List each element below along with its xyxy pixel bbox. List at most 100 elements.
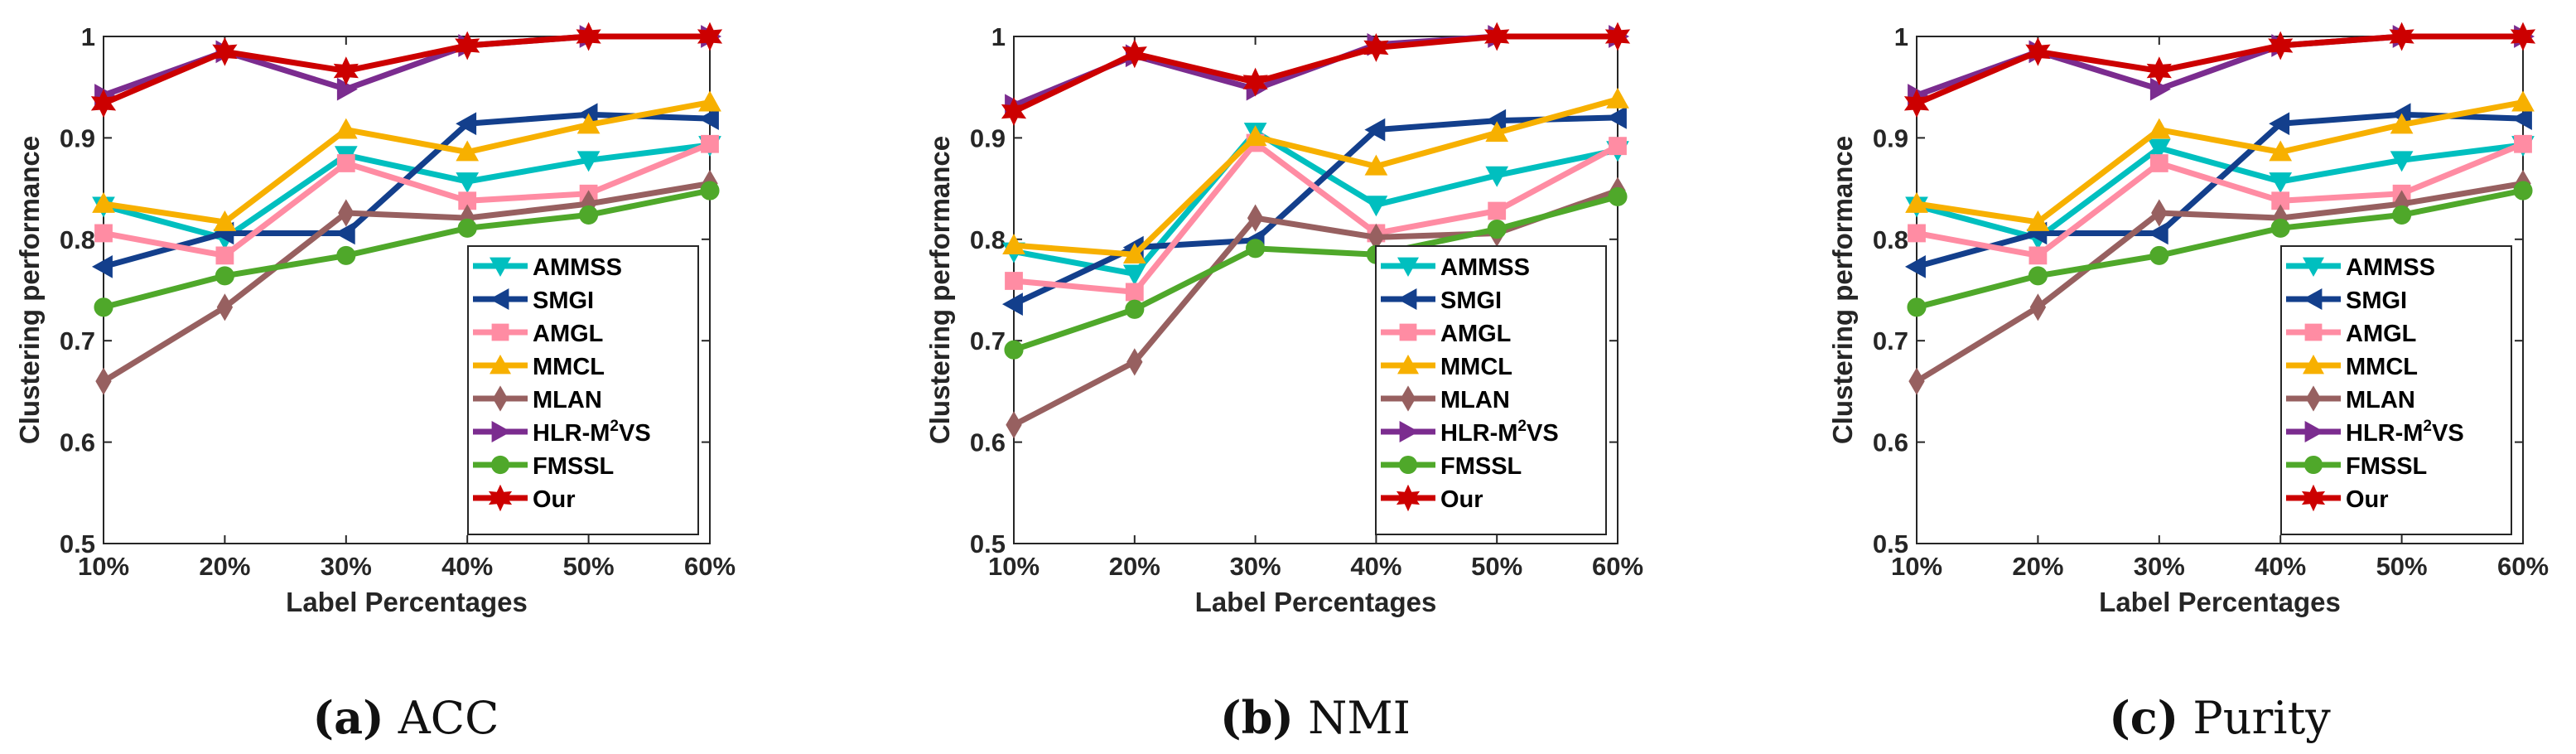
legend-label: SMGI [2346,288,2407,314]
data-point [2389,22,2414,51]
data-point [698,90,721,112]
legend-marker [1399,421,1419,442]
data-point [2269,172,2293,194]
series-line [102,181,711,384]
data-point [1246,239,1266,259]
legend-marker [2303,288,2323,310]
y-tick-label: 0.7 [60,326,95,355]
legend-label: MLAN [2346,387,2415,413]
y-tick-label: 0.5 [1873,529,1908,558]
legend-marker [2305,385,2322,412]
data-point [456,172,480,194]
data-point [2513,181,2533,201]
caption-label: NMI [1294,692,1411,744]
series-line [1012,33,1618,114]
data-point [336,245,356,265]
x-tick-label: 30% [2134,552,2185,581]
legend-entry: FMSSL [473,453,614,480]
legend-entry: AMGL [1381,321,1511,347]
data-point [1122,264,1146,286]
legend-box [1375,245,1607,535]
y-axis-label: Clustering performance [14,136,45,444]
data-point [700,181,720,201]
y-tick-label: 1 [991,22,1006,51]
legend-entry: MMCL [473,354,605,380]
data-point [697,22,723,51]
data-point [91,254,113,278]
legend-entry: MLAN [2286,385,2415,413]
legend-marker [490,288,509,310]
series-line [1915,33,2523,107]
data-point [458,191,477,210]
y-tick-label: 0.6 [60,428,95,457]
data-point [2147,138,2171,160]
data-point [1126,348,1143,376]
legend-marker [491,323,509,341]
x-tick-label: 50% [563,552,615,581]
caption-label: Purity [2178,692,2331,744]
data-point [1606,87,1629,109]
series-line [1915,181,2524,384]
legend-marker [2303,455,2323,475]
x-tick-label: 30% [321,552,372,581]
x-tick-label: 20% [199,552,250,581]
legend-label-suffix: VS [619,420,651,447]
data-point [216,293,234,321]
data-point [457,218,477,238]
data-point [94,297,113,317]
data-point [2025,36,2051,66]
legend-marker [491,421,511,442]
legend-marker [2301,484,2326,512]
subplot-caption: (c) Purity [2109,691,2331,744]
legend-marker [2303,355,2324,375]
data-point [2147,118,2171,139]
series-line [1013,128,1618,278]
data-point [2510,22,2536,51]
y-tick-label: 0.6 [1873,428,1908,457]
data-point [576,151,601,172]
series-line [1013,138,1619,296]
data-point [1125,283,1144,302]
data-point [94,224,113,243]
data-point [2511,107,2532,130]
series-line [1916,142,2524,242]
legend-marker [492,385,509,412]
x-axis-label: Label Percentages [1195,587,1437,617]
data-point [1122,243,1146,264]
series-fmssl [94,181,720,317]
legend-label: SMGI [1440,288,1502,314]
data-point [1488,201,1507,220]
data-point [2151,199,2168,227]
data-point [576,113,601,134]
legend-label: FMSSL [2346,453,2427,480]
y-axis-label: Clustering performance [924,136,955,444]
legend-entry: MLAN [1381,385,1510,413]
subplot-purity: 0.5 0.6 0.7 0.8 0.9 1 10% 20% 30% 40% 50% 60% Label … [1827,22,2549,744]
legend-label: AMGL [1440,321,1511,347]
legend-label: HLR-M2VS [533,418,651,447]
legend-label-sup: 2 [610,418,619,435]
data-point [1122,39,1147,69]
caption-letter: (b) [1220,691,1294,744]
y-tick-label: 0.8 [1873,225,1908,254]
y-tick-label: 0.5 [970,529,1006,558]
legend-label: AMMSS [533,254,622,281]
legend-marker [1397,288,1417,310]
legend-entry: SMGI [473,288,594,314]
legend-entry: SMGI [1381,288,1502,314]
y-tick-label: 0.7 [1873,326,1908,355]
data-point [2146,56,2172,86]
data-point [1485,121,1509,143]
data-point [1608,186,1628,206]
legend-label: Our [1440,486,1483,513]
data-point [215,246,234,265]
legend-entry: AMGL [473,321,603,347]
y-tick-label: 0.8 [60,225,95,254]
data-point [1609,137,1627,156]
caption-label: ACC [384,692,499,744]
data-point [1002,234,1025,255]
legend-label: MLAN [533,387,602,413]
data-point [2149,77,2171,101]
y-tick-label: 0.9 [60,123,95,152]
